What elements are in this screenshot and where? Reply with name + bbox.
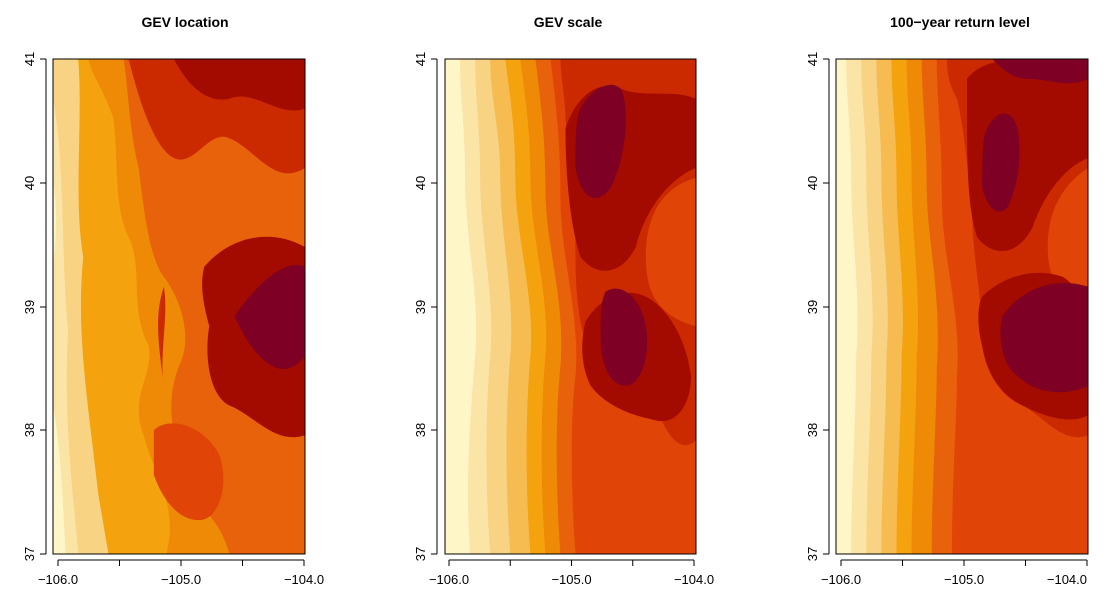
zone-level-8 (158, 286, 166, 386)
x-tick-label: −104.0 (284, 572, 324, 587)
plot-frame (835, 58, 1089, 555)
zone-level-10 (1000, 282, 1088, 393)
panel-gev-location: GEV location −106.0 −105.0 −104.0 (22, 14, 324, 587)
heatmap-field (836, 59, 1088, 554)
y-tick-label: 39 (22, 300, 37, 314)
y-tick-label: 38 (22, 423, 37, 437)
zone-level-1 (53, 98, 79, 554)
y-tick-label: 41 (22, 52, 37, 66)
zone-level-9 (173, 59, 305, 111)
plot-frame (444, 58, 697, 555)
y-tick-label: 40 (413, 176, 428, 190)
y-tick-label: 41 (413, 52, 428, 66)
y-tick-label: 40 (805, 176, 820, 190)
x-tick-label: −105.0 (551, 572, 591, 587)
y-axis: 37 38 39 40 41 (413, 52, 438, 561)
y-tick-label: 39 (805, 300, 820, 314)
x-tick-label: −105.0 (161, 572, 201, 587)
y-tick-label: 38 (805, 423, 820, 437)
x-tick-label: −105.0 (944, 572, 984, 587)
y-tick-label: 40 (22, 176, 37, 190)
panel-title: GEV location (141, 14, 228, 30)
heatmap-field (445, 59, 696, 554)
y-tick-label: 37 (22, 547, 37, 561)
panel-title: GEV scale (534, 14, 603, 30)
x-tick-label: −106.0 (821, 572, 861, 587)
zone-level-7 (153, 423, 224, 521)
heatmap-field (53, 59, 305, 554)
x-tick-label: −104.0 (1047, 572, 1087, 587)
zone-level-10 (600, 288, 648, 386)
y-tick-label: 37 (413, 547, 428, 561)
zone-level-10 (982, 113, 1020, 212)
x-tick-label: −106.0 (38, 572, 78, 587)
panel-title: 100−year return level (890, 14, 1030, 30)
x-axis: −106.0 −105.0 −104.0 (429, 559, 714, 587)
zone-level-0 (53, 182, 66, 554)
y-tick-label: 38 (413, 423, 428, 437)
zone-level-10 (234, 264, 305, 370)
plot-frame (52, 58, 306, 555)
x-axis: −106.0 −105.0 −104.0 (821, 559, 1088, 587)
y-axis: 37 38 39 40 41 (805, 52, 830, 561)
y-tick-label: 41 (805, 52, 820, 66)
zone-level-10 (992, 59, 1088, 84)
x-tick-label: −104.0 (674, 572, 714, 587)
y-axis: 37 38 39 40 41 (22, 52, 47, 561)
y-tick-label: 37 (805, 547, 820, 561)
panel-return-level: 100−year return level −106.0 (805, 14, 1089, 587)
zone-level-10 (575, 84, 626, 199)
x-tick-label: −106.0 (429, 572, 469, 587)
panel-gev-scale: GEV scale −106.0 −105.0 −104. (413, 14, 714, 587)
x-axis: −106.0 −105.0 −104.0 (38, 559, 324, 587)
y-tick-label: 39 (413, 300, 428, 314)
